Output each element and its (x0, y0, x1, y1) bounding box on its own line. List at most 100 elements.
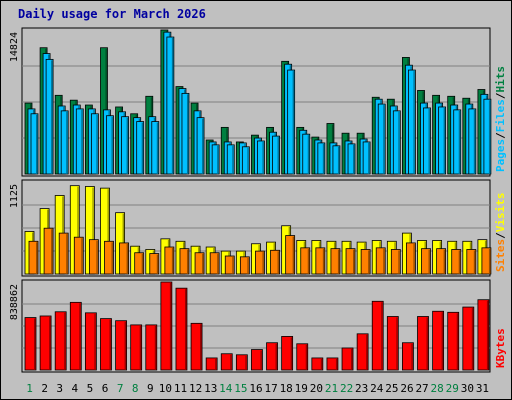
bar-kbytes-day-1 (24, 317, 37, 371)
bar-pages-day-14 (226, 144, 235, 175)
bar-kbytes-day-22-shade (351, 348, 353, 369)
day-label-18: 18 (280, 382, 293, 395)
bar-kbytes-day-21-shade (335, 358, 338, 369)
bar-sites-day-10 (164, 246, 175, 275)
bar-sites-day-23-shade (368, 250, 370, 273)
bar-sites-day-12 (194, 252, 205, 275)
bar-kbytes-day-3-shade (64, 312, 66, 369)
bar-kbytes-day-10 (160, 281, 173, 371)
bar-pages-day-12 (196, 117, 205, 175)
bar-kbytes-day-12-shade (200, 324, 202, 369)
bar-pages-day-26-shade (413, 71, 415, 173)
bar-kbytes-day-25 (386, 316, 399, 371)
bar-pages-day-27 (423, 107, 431, 175)
bar-kbytes-day-5-shade (94, 313, 96, 369)
bar-kbytes-day-24-shade (381, 302, 383, 369)
day-label-10: 10 (159, 382, 172, 395)
bar-kbytes-day-28 (432, 310, 445, 371)
bar-sites-day-7 (119, 242, 129, 275)
bar-kbytes-day-15 (235, 354, 248, 371)
bar-pages-day-8 (136, 121, 145, 175)
bar-sites-day-5-shade (96, 240, 98, 273)
legend-separator: / (494, 132, 507, 139)
bar-sites-day-11-shade (186, 249, 189, 273)
bar-kbytes-day-13 (205, 357, 218, 371)
bar-kbytes-day-30-shade (471, 308, 474, 369)
bar-kbytes-day-30 (462, 306, 475, 371)
bar-pages-day-7 (121, 116, 129, 175)
ymax-label-visits-sites: 1125 (9, 184, 20, 208)
bar-sites-day-26 (406, 242, 416, 275)
bar-kbytes-day-31 (477, 299, 490, 371)
bar-pages-day-3 (60, 110, 69, 175)
bar-kbytes-day-26-shade (411, 343, 413, 369)
bar-pages-day-22-shade (353, 144, 355, 173)
bar-pages-day-15 (241, 146, 250, 175)
bar-sites-day-28-shade (443, 249, 446, 273)
bar-sites-day-2-shade (51, 229, 53, 273)
day-label-28: 28 (431, 382, 444, 395)
bar-pages-day-31 (483, 98, 492, 175)
bar-sites-day-13 (209, 252, 220, 275)
bar-pages-day-10-shade (171, 38, 174, 173)
bar-kbytes-day-7-shade (124, 321, 126, 369)
bar-kbytes-day-3 (54, 311, 67, 371)
ymax-label-hits-files-pages: 14824 (9, 32, 20, 62)
bar-pages-day-3-shade (66, 111, 68, 173)
bar-pages-day-30-shade (473, 109, 476, 173)
bar-sites-day-20-shade (322, 248, 325, 273)
legend-separator: / (494, 92, 507, 99)
bar-pages-day-10 (166, 36, 175, 175)
bar-sites-day-1 (28, 240, 39, 275)
bar-sites-day-19-shade (307, 248, 310, 273)
bar-kbytes-day-2-shade (49, 316, 51, 369)
legend-pages: Pages (494, 139, 507, 172)
bar-kbytes-day-26 (402, 342, 414, 371)
bar-pages-day-23-shade (368, 142, 370, 173)
bar-kbytes-day-11 (175, 287, 188, 371)
bar-pages-day-13 (211, 144, 220, 175)
bar-pages-day-12-shade (202, 118, 204, 173)
bar-sites-day-27 (421, 248, 431, 275)
bar-pages-day-25 (392, 110, 401, 175)
bar-kbytes-day-18 (281, 336, 294, 371)
legend-files: Files (494, 99, 507, 132)
bar-sites-day-24 (375, 247, 386, 275)
bar-pages-day-9-shade (156, 122, 159, 173)
bar-sites-day-17 (270, 249, 280, 275)
bar-pages-day-28 (438, 106, 447, 175)
bar-kbytes-day-20-shade (320, 358, 323, 369)
day-label-24: 24 (370, 382, 384, 395)
bar-kbytes-day-19 (296, 343, 309, 371)
bar-pages-day-26 (408, 69, 416, 175)
bar-kbytes-day-9-shade (154, 325, 157, 369)
bar-pages-day-6-shade (111, 116, 113, 173)
bar-pages-day-29 (453, 109, 462, 175)
day-label-3: 3 (56, 382, 63, 395)
bar-kbytes-day-19-shade (305, 344, 308, 369)
bar-pages-day-15-shade (247, 147, 249, 173)
day-label-17: 17 (264, 382, 277, 395)
bar-pages-day-29-shade (458, 110, 461, 173)
bar-kbytes-day-24 (371, 300, 384, 371)
bar-sites-day-23 (360, 249, 371, 275)
day-label-16: 16 (249, 382, 262, 395)
bar-kbytes-day-29-shade (456, 313, 459, 369)
bar-pages-day-31-shade (488, 100, 491, 173)
bar-sites-day-28 (436, 248, 447, 275)
legend-sites: Sites (494, 239, 507, 272)
bar-sites-day-27-shade (428, 249, 430, 273)
bar-sites-day-5 (88, 239, 99, 275)
bar-sites-day-14 (224, 255, 235, 275)
day-label-31: 31 (476, 382, 489, 395)
bar-pages-day-20-shade (322, 143, 325, 173)
bar-sites-day-10-shade (171, 248, 174, 273)
bar-sites-day-9 (149, 253, 160, 275)
bar-kbytes-day-16 (251, 349, 263, 371)
bar-sites-day-8 (134, 252, 145, 275)
bar-pages-day-6 (106, 115, 114, 175)
bar-kbytes-day-8-shade (139, 325, 142, 369)
bar-kbytes-day-29 (447, 311, 460, 371)
bar-pages-day-24-shade (383, 105, 385, 173)
day-label-25: 25 (385, 382, 398, 395)
